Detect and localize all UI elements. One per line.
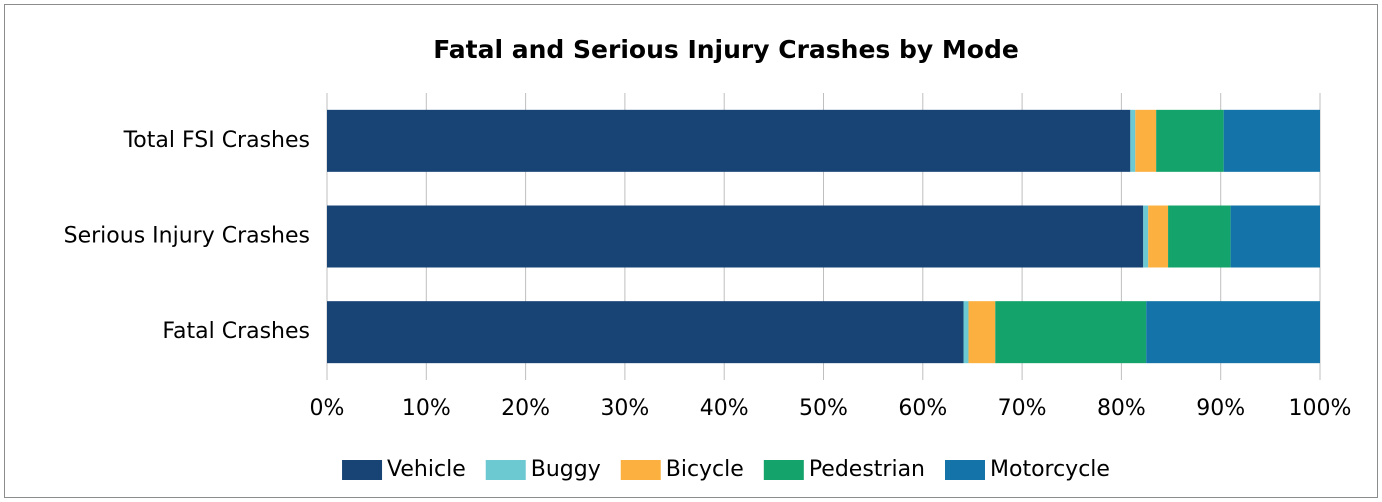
x-tick-label: 20% bbox=[501, 396, 550, 421]
bar-segment bbox=[995, 301, 1147, 364]
bar-segment bbox=[1135, 109, 1157, 172]
bar-segment bbox=[327, 301, 964, 364]
bar-segment bbox=[327, 205, 1144, 268]
bar-segment bbox=[1156, 109, 1224, 172]
bar-segment bbox=[1168, 205, 1231, 268]
x-tick-label: 50% bbox=[799, 396, 848, 421]
x-tick-label: 60% bbox=[898, 396, 947, 421]
x-tick-label: 40% bbox=[700, 396, 749, 421]
x-tick-label: 100% bbox=[1289, 396, 1352, 421]
bar-segment bbox=[327, 109, 1131, 172]
legend-swatch bbox=[763, 460, 804, 480]
legend-label: Pedestrian bbox=[809, 457, 925, 482]
bar-segment bbox=[1223, 109, 1320, 172]
legend-label: Motorcycle bbox=[990, 457, 1110, 482]
x-tick-label: 80% bbox=[1097, 396, 1146, 421]
legend-swatch bbox=[342, 460, 383, 480]
bar-segment bbox=[1146, 301, 1320, 364]
bar-segment bbox=[968, 301, 996, 364]
x-tick-label: 10% bbox=[402, 396, 451, 421]
x-tick-label: 30% bbox=[600, 396, 649, 421]
legend-label: Buggy bbox=[531, 457, 601, 482]
bar-segment bbox=[963, 301, 969, 364]
x-tick-label: 0% bbox=[310, 396, 345, 421]
y-tick-label: Serious Injury Crashes bbox=[64, 224, 310, 249]
bar-segment bbox=[1230, 205, 1320, 268]
x-tick-label: 90% bbox=[1196, 396, 1245, 421]
bar-segment bbox=[1148, 205, 1169, 268]
y-tick-label: Fatal Crashes bbox=[162, 319, 310, 344]
legend-label: Vehicle bbox=[387, 457, 466, 482]
legend-swatch bbox=[485, 460, 526, 480]
y-tick-label: Total FSI Crashes bbox=[123, 128, 310, 153]
legend-swatch bbox=[620, 460, 661, 480]
chart-title: Fatal and Serious Injury Crashes by Mode bbox=[433, 35, 1019, 64]
legend-swatch bbox=[945, 460, 985, 480]
legend-label: Bicycle bbox=[666, 457, 744, 482]
x-tick-label: 70% bbox=[998, 396, 1047, 421]
bar-segment bbox=[1130, 109, 1136, 172]
bar-segment bbox=[1143, 205, 1149, 268]
